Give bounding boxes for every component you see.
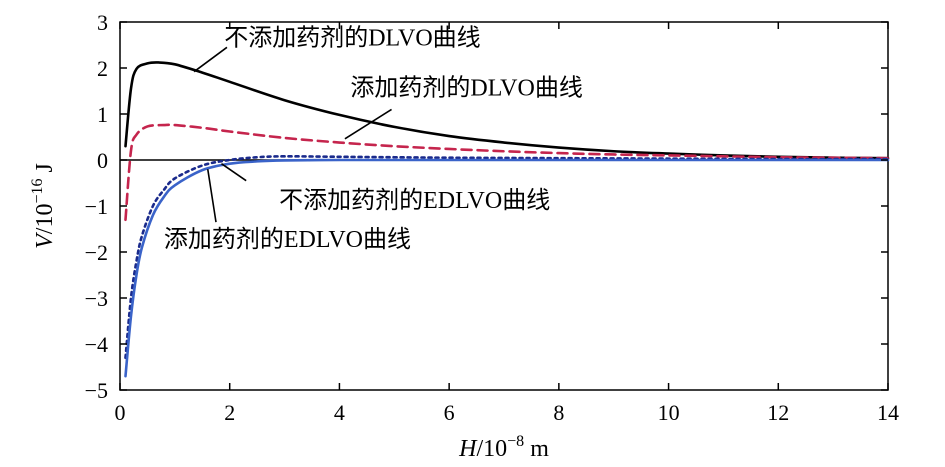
- y-tick-label: −1: [85, 194, 108, 219]
- y-axis-label-rest: /10: [32, 204, 58, 235]
- annotation-label: 添加药剂的EDLVO曲线: [164, 226, 411, 253]
- annotation-pointer: [221, 163, 247, 182]
- y-tick-label: 1: [97, 102, 108, 127]
- y-tick-label: −3: [85, 286, 108, 311]
- x-tick-label: 10: [658, 400, 680, 425]
- series-line-1: [124, 123, 890, 222]
- x-axis-label-unit: m: [524, 436, 549, 462]
- y-tick-label: −2: [85, 240, 108, 265]
- annotation-pointer: [193, 46, 228, 73]
- x-axis-label-rest: /10: [476, 436, 507, 462]
- y-tick-label: −5: [85, 378, 108, 403]
- annotation-label: 添加药剂的DLVO曲线: [350, 74, 582, 101]
- annotation-pointer: [206, 169, 217, 223]
- x-tick-label: 8: [553, 400, 564, 425]
- x-tick-label: 12: [767, 400, 789, 425]
- y-axis-label-exp: −16: [29, 178, 46, 203]
- y-axis-label-unit: J: [32, 163, 58, 178]
- series-layer: [124, 61, 890, 378]
- x-axis-label-var: H: [458, 436, 478, 462]
- series-line-2: [124, 155, 890, 360]
- y-axis-label: V/10−16 J: [29, 163, 58, 249]
- annotation-pointer: [344, 108, 392, 140]
- x-axis-label: H/10−8 m: [458, 433, 549, 462]
- y-tick-label: 2: [97, 56, 108, 81]
- x-tick-label: 6: [444, 400, 455, 425]
- x-tick-label: 0: [115, 400, 126, 425]
- x-tick-label: 2: [224, 400, 235, 425]
- y-tick-label: 3: [97, 10, 108, 35]
- series-line-3: [124, 158, 890, 378]
- y-tick-label: 0: [97, 148, 108, 173]
- x-axis-label-exp: −8: [507, 433, 524, 450]
- y-tick-label: −4: [85, 332, 108, 357]
- annotation-layer: 不添加药剂的DLVO曲线添加药剂的DLVO曲线不添加药剂的EDLVO曲线添加药剂…: [164, 25, 583, 253]
- x-tick-label: 4: [334, 400, 345, 425]
- annotation-label: 不添加药剂的DLVO曲线: [224, 25, 480, 52]
- annotation-label: 不添加药剂的EDLVO曲线: [279, 187, 550, 214]
- x-tick-label: 14: [877, 400, 899, 425]
- y-axis-label-var: V: [32, 232, 58, 249]
